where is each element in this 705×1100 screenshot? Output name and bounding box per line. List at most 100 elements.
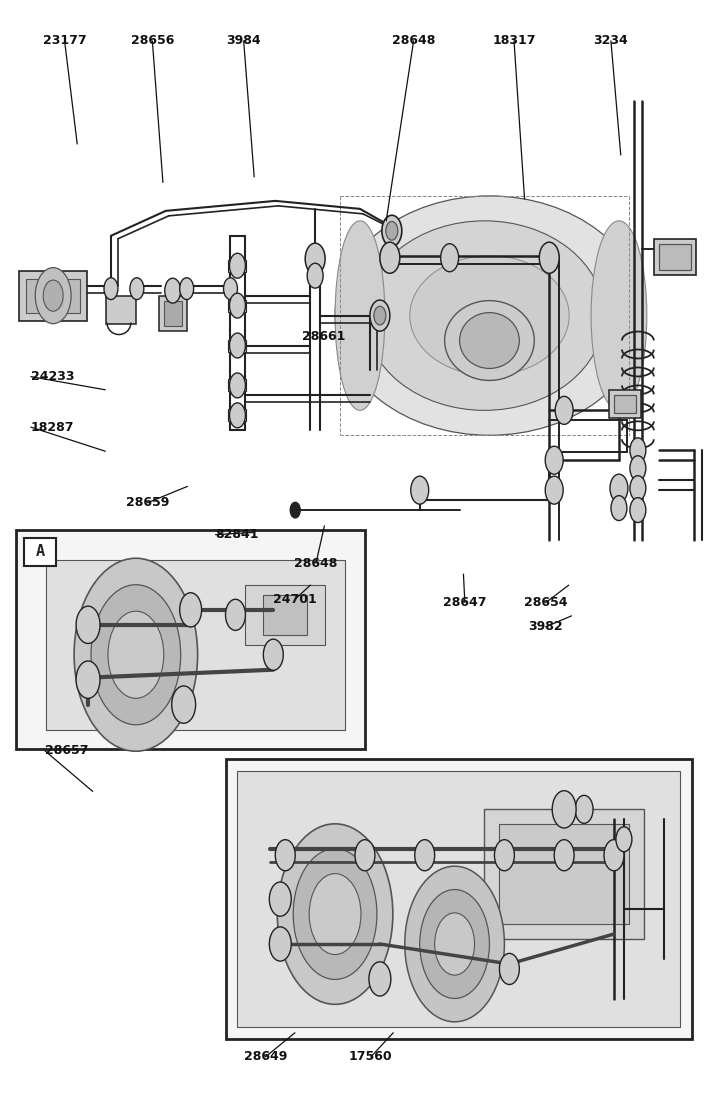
Bar xyxy=(228,260,247,272)
Circle shape xyxy=(411,476,429,504)
Bar xyxy=(499,824,629,924)
Circle shape xyxy=(76,606,100,643)
Circle shape xyxy=(554,839,574,871)
Bar xyxy=(654,239,696,275)
Text: 28654: 28654 xyxy=(524,596,568,609)
Circle shape xyxy=(276,839,295,871)
Circle shape xyxy=(230,373,245,398)
Circle shape xyxy=(370,300,390,331)
Bar xyxy=(238,771,680,1026)
Bar xyxy=(609,390,641,418)
Bar xyxy=(159,296,187,331)
Circle shape xyxy=(290,503,300,518)
Circle shape xyxy=(405,866,504,1022)
Circle shape xyxy=(269,882,291,916)
Text: 28661: 28661 xyxy=(302,330,345,342)
Circle shape xyxy=(539,242,559,273)
Circle shape xyxy=(611,496,627,520)
Text: 17560: 17560 xyxy=(349,1050,393,1064)
Circle shape xyxy=(545,447,563,474)
Circle shape xyxy=(552,791,576,828)
Ellipse shape xyxy=(591,221,646,410)
Bar xyxy=(47,560,345,729)
Bar xyxy=(658,244,691,270)
Circle shape xyxy=(269,927,291,961)
Bar xyxy=(26,278,80,312)
Circle shape xyxy=(180,593,202,627)
Circle shape xyxy=(355,839,375,871)
Text: 28647: 28647 xyxy=(443,596,486,609)
Circle shape xyxy=(230,403,245,428)
Bar xyxy=(228,340,247,352)
Text: 28648: 28648 xyxy=(294,557,338,570)
Text: 3982: 3982 xyxy=(528,620,563,634)
Circle shape xyxy=(415,839,435,871)
Bar xyxy=(264,595,307,635)
Circle shape xyxy=(369,961,391,996)
Bar xyxy=(24,538,56,566)
Text: A: A xyxy=(36,544,45,560)
Circle shape xyxy=(610,474,628,503)
Text: 18287: 18287 xyxy=(31,420,75,433)
Ellipse shape xyxy=(335,196,644,436)
Text: 24701: 24701 xyxy=(273,593,317,606)
Text: 23177: 23177 xyxy=(43,34,87,47)
Circle shape xyxy=(630,475,646,500)
Bar xyxy=(226,759,692,1038)
Circle shape xyxy=(309,873,361,955)
Circle shape xyxy=(604,839,624,871)
Circle shape xyxy=(435,913,474,975)
Text: 24233: 24233 xyxy=(31,370,75,383)
Text: 28649: 28649 xyxy=(244,1050,287,1064)
Circle shape xyxy=(108,612,164,698)
Circle shape xyxy=(441,244,458,272)
Text: 3984: 3984 xyxy=(226,34,261,47)
Text: 28648: 28648 xyxy=(392,34,435,47)
Circle shape xyxy=(35,267,71,323)
Text: 3234: 3234 xyxy=(594,34,628,47)
Bar xyxy=(245,585,325,645)
Ellipse shape xyxy=(365,221,604,410)
Ellipse shape xyxy=(445,300,534,381)
Circle shape xyxy=(230,294,245,318)
Circle shape xyxy=(104,278,118,299)
Circle shape xyxy=(223,278,238,299)
Text: 82841: 82841 xyxy=(216,528,259,541)
Circle shape xyxy=(230,333,245,358)
Circle shape xyxy=(43,280,63,311)
Text: 18317: 18317 xyxy=(492,34,536,47)
Bar xyxy=(484,810,644,939)
Circle shape xyxy=(630,455,646,481)
Bar xyxy=(228,409,247,421)
Circle shape xyxy=(419,890,489,999)
Circle shape xyxy=(226,600,245,630)
Circle shape xyxy=(180,278,194,299)
Circle shape xyxy=(74,558,197,751)
Circle shape xyxy=(545,476,563,504)
Bar xyxy=(228,299,247,311)
Circle shape xyxy=(165,278,180,304)
Circle shape xyxy=(386,221,398,240)
Bar xyxy=(106,296,136,323)
Bar xyxy=(16,530,365,749)
Ellipse shape xyxy=(410,255,569,375)
Bar xyxy=(614,395,636,414)
Circle shape xyxy=(616,827,632,851)
Bar xyxy=(19,271,87,320)
Text: 28656: 28656 xyxy=(130,34,174,47)
Circle shape xyxy=(374,306,386,324)
Circle shape xyxy=(380,242,400,273)
Circle shape xyxy=(277,824,393,1004)
Circle shape xyxy=(305,243,325,274)
Circle shape xyxy=(264,639,283,670)
Circle shape xyxy=(91,585,180,725)
Text: 28659: 28659 xyxy=(125,496,169,509)
Text: 28657: 28657 xyxy=(45,745,88,757)
Bar xyxy=(164,300,182,326)
Circle shape xyxy=(630,438,646,463)
Circle shape xyxy=(494,839,515,871)
Circle shape xyxy=(293,849,377,979)
Circle shape xyxy=(76,661,100,698)
Circle shape xyxy=(130,278,144,299)
Circle shape xyxy=(499,954,520,985)
